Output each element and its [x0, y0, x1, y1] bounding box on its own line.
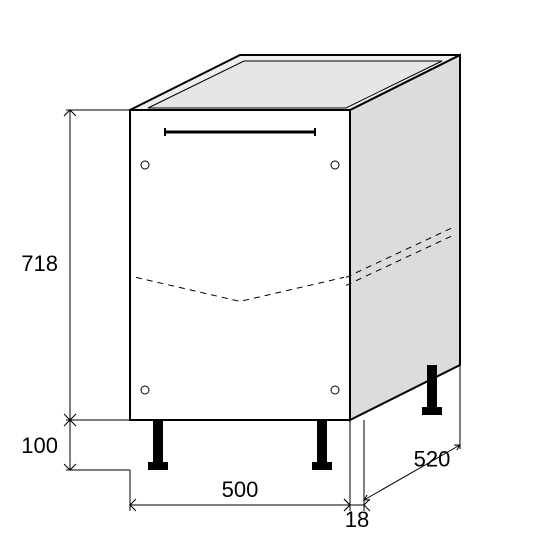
leg-front-left-foot — [148, 462, 168, 470]
leg-back-right-foot — [422, 407, 442, 415]
dim-label-height_legs: 100 — [21, 433, 58, 458]
dim-label-height_body: 718 — [21, 251, 58, 276]
dim-label-width: 500 — [222, 477, 259, 502]
cabinet-side-panel — [350, 55, 460, 420]
dim-label-depth: 520 — [414, 447, 451, 472]
leg-front-left — [153, 420, 163, 462]
cabinet-door — [130, 110, 350, 420]
dim-label-panel_thickness: 18 — [345, 507, 369, 532]
leg-back-right — [427, 365, 437, 407]
leg-front-right-foot — [312, 462, 332, 470]
leg-front-right — [317, 420, 327, 462]
